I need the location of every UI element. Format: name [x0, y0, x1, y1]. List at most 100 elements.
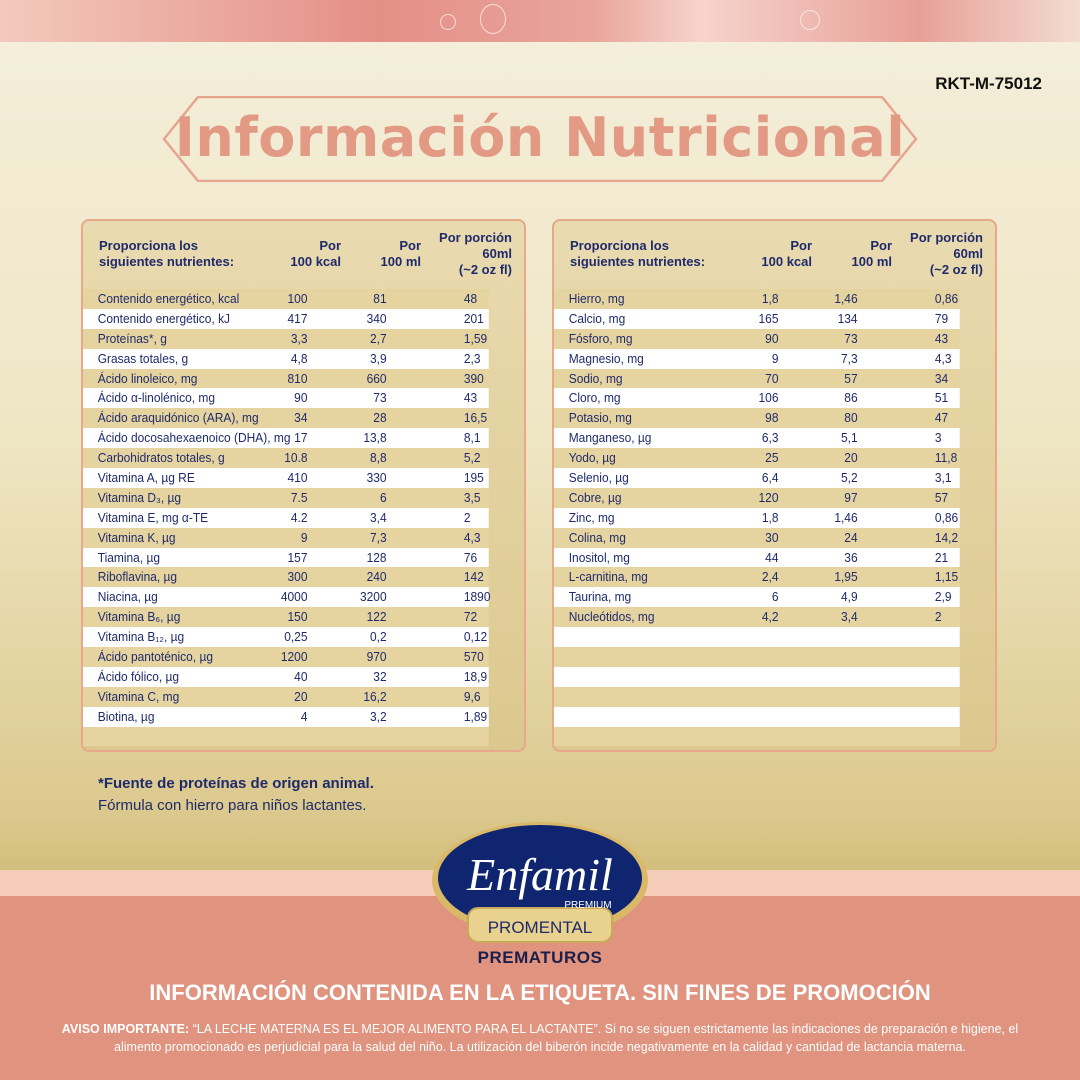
nutrient-name: Riboflavina, µg — [97, 569, 178, 585]
table-row: Ácido fólico, µg 40 32 18,9 — [83, 666, 489, 687]
value-per-100ml: 7,3 — [369, 529, 387, 545]
table-row: Ácido araquidónico (ARA), mg 34 28 16,5 — [83, 408, 489, 429]
nutrient-name: Cobre, µg — [568, 489, 622, 505]
footnotes: *Fuente de proteínas de origen animal. F… — [98, 773, 374, 817]
header-nutrients: Proporciona los siguientes nutrientes: — [570, 238, 705, 270]
nutrient-name: Zinc, mg — [568, 509, 615, 525]
table-row — [554, 666, 960, 687]
table-row: Ácido linoleico, mg 810 660 390 — [83, 368, 489, 389]
nutrient-name: Ácido docosahexaenoico (DHA), mg — [97, 430, 291, 446]
value-per-100ml: 24 — [844, 529, 858, 545]
table-row: Ácido pantoténico, µg 1200 970 570 — [83, 647, 489, 667]
value-per-100ml: 57 — [844, 370, 858, 386]
nutrient-name: Ácido araquidónico (ARA), mg — [97, 410, 259, 426]
value-per-100kcal: 17 — [294, 430, 308, 446]
table-row: Taurina, mg 6 4,9 2,9 — [554, 587, 960, 608]
value-per-100ml: 128 — [366, 549, 387, 565]
nutrient-name: Magnesio, mg — [568, 350, 644, 366]
value-per-100ml: 3,2 — [369, 708, 387, 724]
value-per-100ml: 28 — [373, 410, 387, 426]
value-per-100ml: 8,8 — [369, 450, 387, 466]
decorative-banner — [0, 0, 1080, 42]
value-per-serving: 11,8 — [934, 450, 958, 466]
enfamil-logo: Enfamil PREMIUM PROMENTAL — [428, 818, 652, 946]
header-text: siguientes nutrientes: — [99, 254, 235, 269]
nutrient-name: Calcio, mg — [568, 310, 626, 326]
value-per-100ml: 73 — [373, 390, 387, 406]
table-row — [554, 686, 960, 707]
table-row: Nucleótidos, mg 4,2 3,4 2 — [554, 607, 960, 628]
header-text: Proporciona los — [570, 238, 669, 253]
table-row: Contenido energético, kcal 100 81 48 — [83, 289, 489, 309]
table-row: Inositol, mg 44 36 21 — [554, 547, 960, 568]
value-per-serving: 3,5 — [463, 489, 481, 505]
value-per-100ml: 36 — [844, 549, 858, 565]
table-row: Ácido docosahexaenoico (DHA), mg 17 13,8 8,… — [83, 428, 489, 449]
nutrient-name: Biotina, µg — [97, 708, 155, 724]
table-row: Vitamina A, µg RE 410 330 195 — [83, 468, 489, 488]
nutrient-name: Ácido α-linolénico, mg — [97, 390, 215, 406]
table-row: Niacina, µg 4000 3200 1890 — [83, 587, 491, 608]
nutrient-name: Vitamina D₃, µg — [97, 489, 182, 505]
header-nutrients: Proporciona los siguientes nutrientes: — [99, 238, 234, 270]
table-row: Yodo, µg 25 20 11,8 — [554, 448, 960, 469]
value-per-serving: 4,3 — [463, 529, 481, 545]
header-text: (~2 oz fl) — [929, 262, 983, 277]
table-row — [554, 726, 960, 747]
header-per-100kcal: Por 100 kcal — [761, 238, 812, 270]
page-title: Información Nutricional — [174, 106, 906, 169]
header-text: 100 ml — [851, 254, 892, 269]
table-row: Contenido energético, kJ 417 340 201 — [83, 308, 489, 329]
value-per-100kcal: 6 — [771, 589, 779, 605]
value-per-100kcal: 30 — [765, 529, 779, 545]
value-per-100ml: 134 — [837, 310, 858, 326]
value-per-serving: 43 — [934, 330, 949, 346]
value-per-100ml: 3,4 — [840, 609, 858, 625]
header-text: Por porción — [910, 230, 983, 245]
table-row: Sodio, mg 70 57 34 — [554, 368, 960, 389]
value-per-serving: 14,2 — [934, 529, 959, 545]
nutrient-name: Taurina, mg — [568, 589, 632, 605]
document-code: RKT-M-75012 — [935, 74, 1042, 93]
nutrient-name: Inositol, mg — [568, 549, 630, 565]
table-row: Potasio, mg 98 80 47 — [554, 408, 960, 429]
value-per-serving: 76 — [463, 549, 478, 565]
value-per-100kcal: 157 — [287, 549, 308, 565]
nutrient-name: Yodo, µg — [568, 450, 616, 466]
value-per-100kcal: 9 — [300, 529, 308, 545]
nutrient-name: Carbohidratos totales, g — [97, 450, 225, 466]
header-text: Por porción — [439, 230, 512, 245]
nutrition-table-right: Proporciona los siguientes nutrientes: Po… — [552, 219, 997, 752]
value-per-100kcal: 4000 — [280, 589, 308, 605]
header-per-serving: Por porción 60ml (~2 oz fl) — [910, 230, 983, 278]
value-per-100ml: 0,2 — [369, 629, 387, 645]
header-per-100ml: Por 100 ml — [381, 238, 421, 270]
table-row: Colina, mg 30 24 14,2 — [554, 527, 960, 548]
value-per-100ml: 660 — [366, 370, 387, 386]
value-per-100ml: 1,95 — [834, 569, 858, 585]
header-text: Por — [870, 238, 892, 253]
header-per-100kcal: Por 100 kcal — [290, 238, 341, 270]
value-per-100kcal: 90 — [765, 330, 779, 346]
value-per-100kcal: 98 — [765, 410, 779, 426]
value-per-serving: 142 — [463, 569, 484, 585]
value-per-100ml: 1,46 — [834, 509, 858, 525]
nutrient-name: Contenido energético, kJ — [97, 310, 231, 326]
nutrient-name: Manganeso, µg — [568, 430, 652, 446]
value-per-100ml: 970 — [366, 649, 387, 665]
header-text: 100 kcal — [761, 254, 812, 269]
nutrition-table-left: Proporciona los siguientes nutrientes: Po… — [81, 219, 526, 752]
value-per-serving: 1,15 — [934, 569, 959, 585]
nutrient-name: Vitamina A, µg RE — [97, 470, 195, 486]
value-per-serving: 1890 — [463, 589, 491, 605]
value-per-100kcal: 1,8 — [761, 291, 779, 306]
value-per-100kcal: 810 — [287, 370, 308, 386]
table-row: Vitamina B₁₂, µg 0,25 0,2 0,12 — [83, 627, 489, 648]
value-per-serving: 18,9 — [463, 668, 488, 684]
value-per-100kcal: 4 — [300, 708, 308, 724]
value-per-100kcal: 120 — [758, 489, 779, 505]
value-per-serving: 2,3 — [463, 350, 481, 366]
table-row: Carbohidratos totales, g 10.8 8,8 5,2 — [83, 448, 489, 469]
value-per-100kcal: 150 — [287, 609, 308, 625]
value-per-100ml: 340 — [366, 310, 387, 326]
